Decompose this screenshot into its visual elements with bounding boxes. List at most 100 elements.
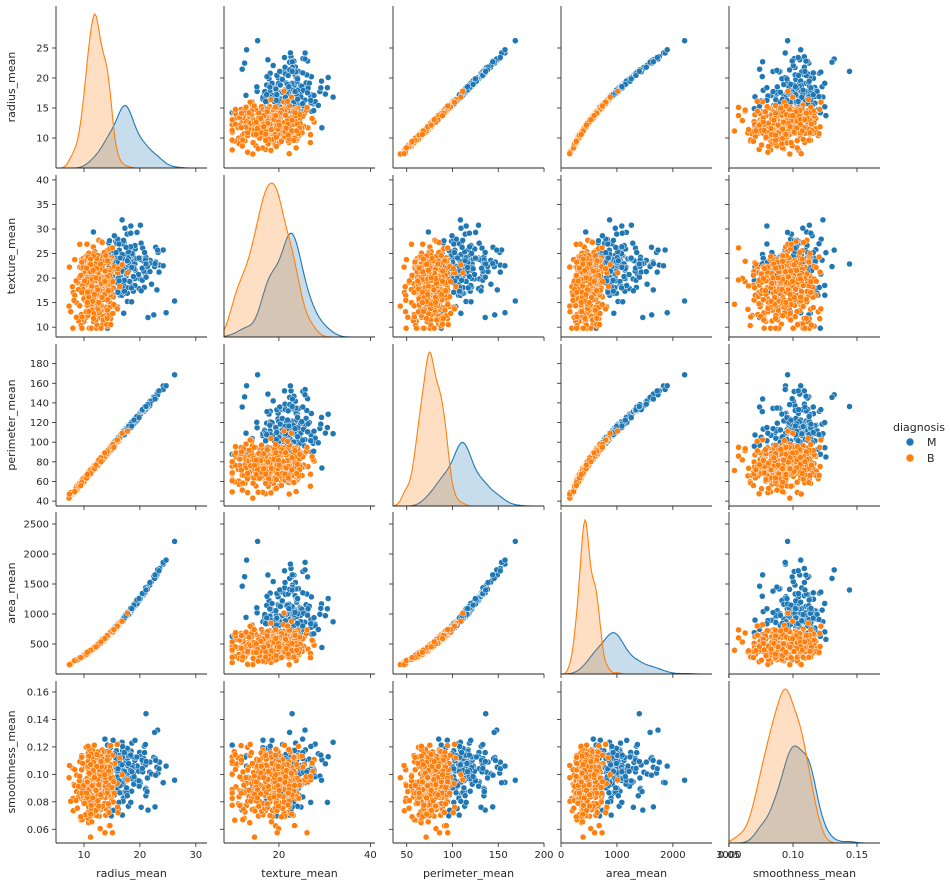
point-b [789,112,796,119]
point-b [599,301,606,308]
point-m [643,280,651,288]
point-b [787,316,794,324]
panel-radius_mean-vs-perimeter_mean [389,6,545,172]
point-m [810,69,817,77]
point-b [430,286,438,294]
point-b [741,106,749,114]
point-m [756,65,763,73]
point-b [420,308,427,315]
point-b [589,267,597,275]
point-b [580,324,587,332]
point-b [419,299,426,306]
point-m [457,310,465,317]
point-m [242,92,250,99]
point-b [87,255,94,263]
point-b [796,249,803,256]
point-b [614,88,621,95]
point-b [410,289,418,296]
point-m [243,46,250,54]
point-m [289,58,296,66]
point-b [768,280,776,287]
point-m [794,54,802,61]
point-b [772,315,779,322]
point-b [444,244,451,252]
point-b [414,277,421,285]
point-b [76,302,83,310]
point-b [803,109,810,117]
point-m [135,254,143,262]
point-b [752,261,760,268]
point-m [115,240,123,248]
point-b [599,278,606,285]
point-m [137,287,145,295]
point-b [786,150,794,158]
point-b [83,240,91,248]
point-b [400,263,408,271]
point-m [458,277,465,284]
point-b [772,109,779,117]
point-b [406,277,413,285]
point-b [72,277,80,285]
point-m [317,84,325,92]
point-m [133,229,141,236]
point-b [89,267,97,274]
point-b [797,293,804,301]
point-m [294,95,301,103]
point-m [807,84,815,92]
point-m [142,273,150,281]
point-m [805,77,813,85]
point-b [762,287,769,294]
point-m [815,93,823,100]
point-m [633,249,640,256]
panel-texture_mean-vs-perimeter_mean [389,175,545,341]
point-m [281,54,288,61]
point-m [489,58,496,66]
point-m [115,277,123,285]
point-b [76,241,83,248]
point-m [822,249,830,256]
point-b [273,134,280,141]
point-b [735,104,742,111]
point-m [795,72,802,79]
point-b [66,263,73,271]
point-b [789,93,797,101]
point-m [425,228,432,236]
point-b [257,115,265,122]
point-b [423,261,430,268]
point-m [262,98,269,105]
point-m [612,244,619,251]
point-m [497,268,504,276]
point-b [250,102,258,110]
point-b [589,239,596,246]
point-b [816,123,824,131]
point-m [792,83,799,90]
point-b [77,272,85,279]
y-tick-label: 10 [36,323,49,334]
point-b [760,127,768,134]
point-m [650,260,657,267]
point-b [577,131,585,138]
point-m [154,246,161,254]
point-m [769,88,777,95]
point-m [153,286,161,294]
point-b [67,308,74,315]
scatter-b [731,237,825,332]
point-b [78,324,86,332]
point-b [764,148,772,156]
point-b [806,249,814,257]
point-b [817,305,825,313]
point-b [91,291,98,298]
point-m [475,221,482,229]
point-b [762,108,769,116]
point-b [739,117,746,124]
point-m [773,67,781,74]
point-b [798,255,806,263]
point-m [846,68,853,75]
point-b [772,324,779,332]
point-b [782,299,790,306]
point-b [262,130,270,138]
point-m [501,262,509,270]
y-tick-label: 30 [36,225,49,236]
point-b [760,316,768,324]
